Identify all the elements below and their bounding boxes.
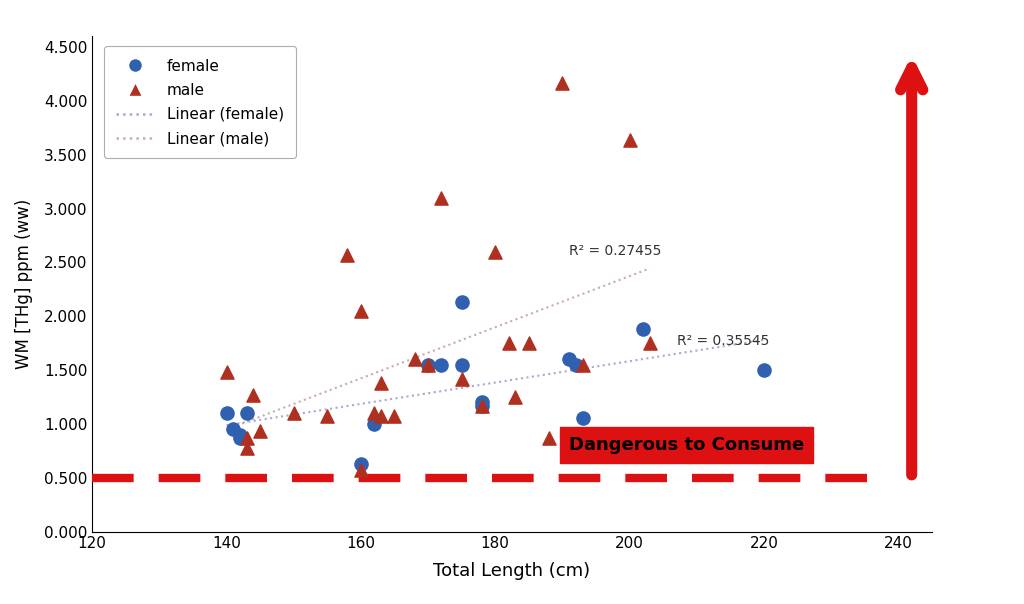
female — [454, 297, 470, 307]
Linear (male) — [643, 265, 655, 272]
Linear (male) — [623, 273, 635, 280]
male — [574, 360, 591, 370]
male — [641, 338, 657, 348]
male — [433, 193, 450, 202]
female — [218, 408, 234, 418]
male — [245, 390, 261, 400]
male — [352, 465, 369, 475]
male — [520, 338, 537, 348]
female — [352, 459, 369, 469]
female — [567, 360, 584, 370]
Linear (female) — [712, 344, 724, 351]
Linear (female) — [253, 417, 265, 424]
Linear (female) — [321, 406, 333, 413]
female — [561, 355, 578, 364]
female — [454, 360, 470, 370]
male — [373, 411, 389, 421]
Linear (female) — [220, 422, 232, 429]
male — [541, 433, 557, 443]
female — [473, 397, 489, 407]
Linear (female) — [364, 399, 376, 406]
Linear (male) — [246, 416, 258, 423]
male — [487, 247, 504, 257]
male — [239, 433, 255, 443]
Linear (male) — [607, 278, 620, 286]
Line: Linear (female): Linear (female) — [226, 340, 764, 425]
female — [574, 414, 591, 423]
Line: Linear (male): Linear (male) — [226, 268, 649, 429]
female — [433, 360, 450, 370]
Linear (male) — [299, 396, 311, 403]
Linear (female) — [758, 336, 770, 344]
Text: Dangerous to Consume: Dangerous to Consume — [569, 435, 804, 454]
male — [407, 355, 423, 364]
female — [231, 430, 248, 440]
X-axis label: Total Length (cm): Total Length (cm) — [433, 562, 591, 580]
male — [454, 374, 470, 384]
male — [319, 411, 336, 421]
Y-axis label: WM [THg] ppm (ww): WM [THg] ppm (ww) — [14, 199, 33, 369]
female — [239, 408, 255, 418]
male — [420, 360, 436, 370]
male — [473, 400, 489, 410]
male — [239, 443, 255, 452]
female — [225, 425, 242, 434]
female — [473, 400, 489, 410]
female — [756, 365, 772, 375]
female — [635, 324, 651, 334]
male — [386, 411, 402, 421]
male — [218, 367, 234, 377]
male — [554, 78, 570, 88]
Text: R² = 0.27455: R² = 0.27455 — [569, 244, 662, 258]
male — [286, 408, 302, 418]
Linear (female) — [242, 418, 254, 425]
male — [622, 135, 638, 144]
male — [501, 338, 517, 348]
male — [367, 408, 383, 418]
female — [420, 360, 436, 370]
male — [252, 426, 268, 436]
male — [339, 250, 355, 260]
Linear (male) — [333, 383, 345, 390]
male — [507, 392, 523, 402]
Linear (male) — [220, 426, 232, 433]
Text: R² = 0.35545: R² = 0.35545 — [677, 334, 769, 349]
female — [367, 419, 383, 429]
female — [231, 433, 248, 443]
Linear (female) — [731, 341, 743, 348]
Legend: female, male, Linear (female), Linear (male): female, male, Linear (female), Linear (m… — [104, 47, 296, 158]
male — [352, 306, 369, 316]
Linear (male) — [238, 419, 250, 426]
male — [373, 378, 389, 388]
